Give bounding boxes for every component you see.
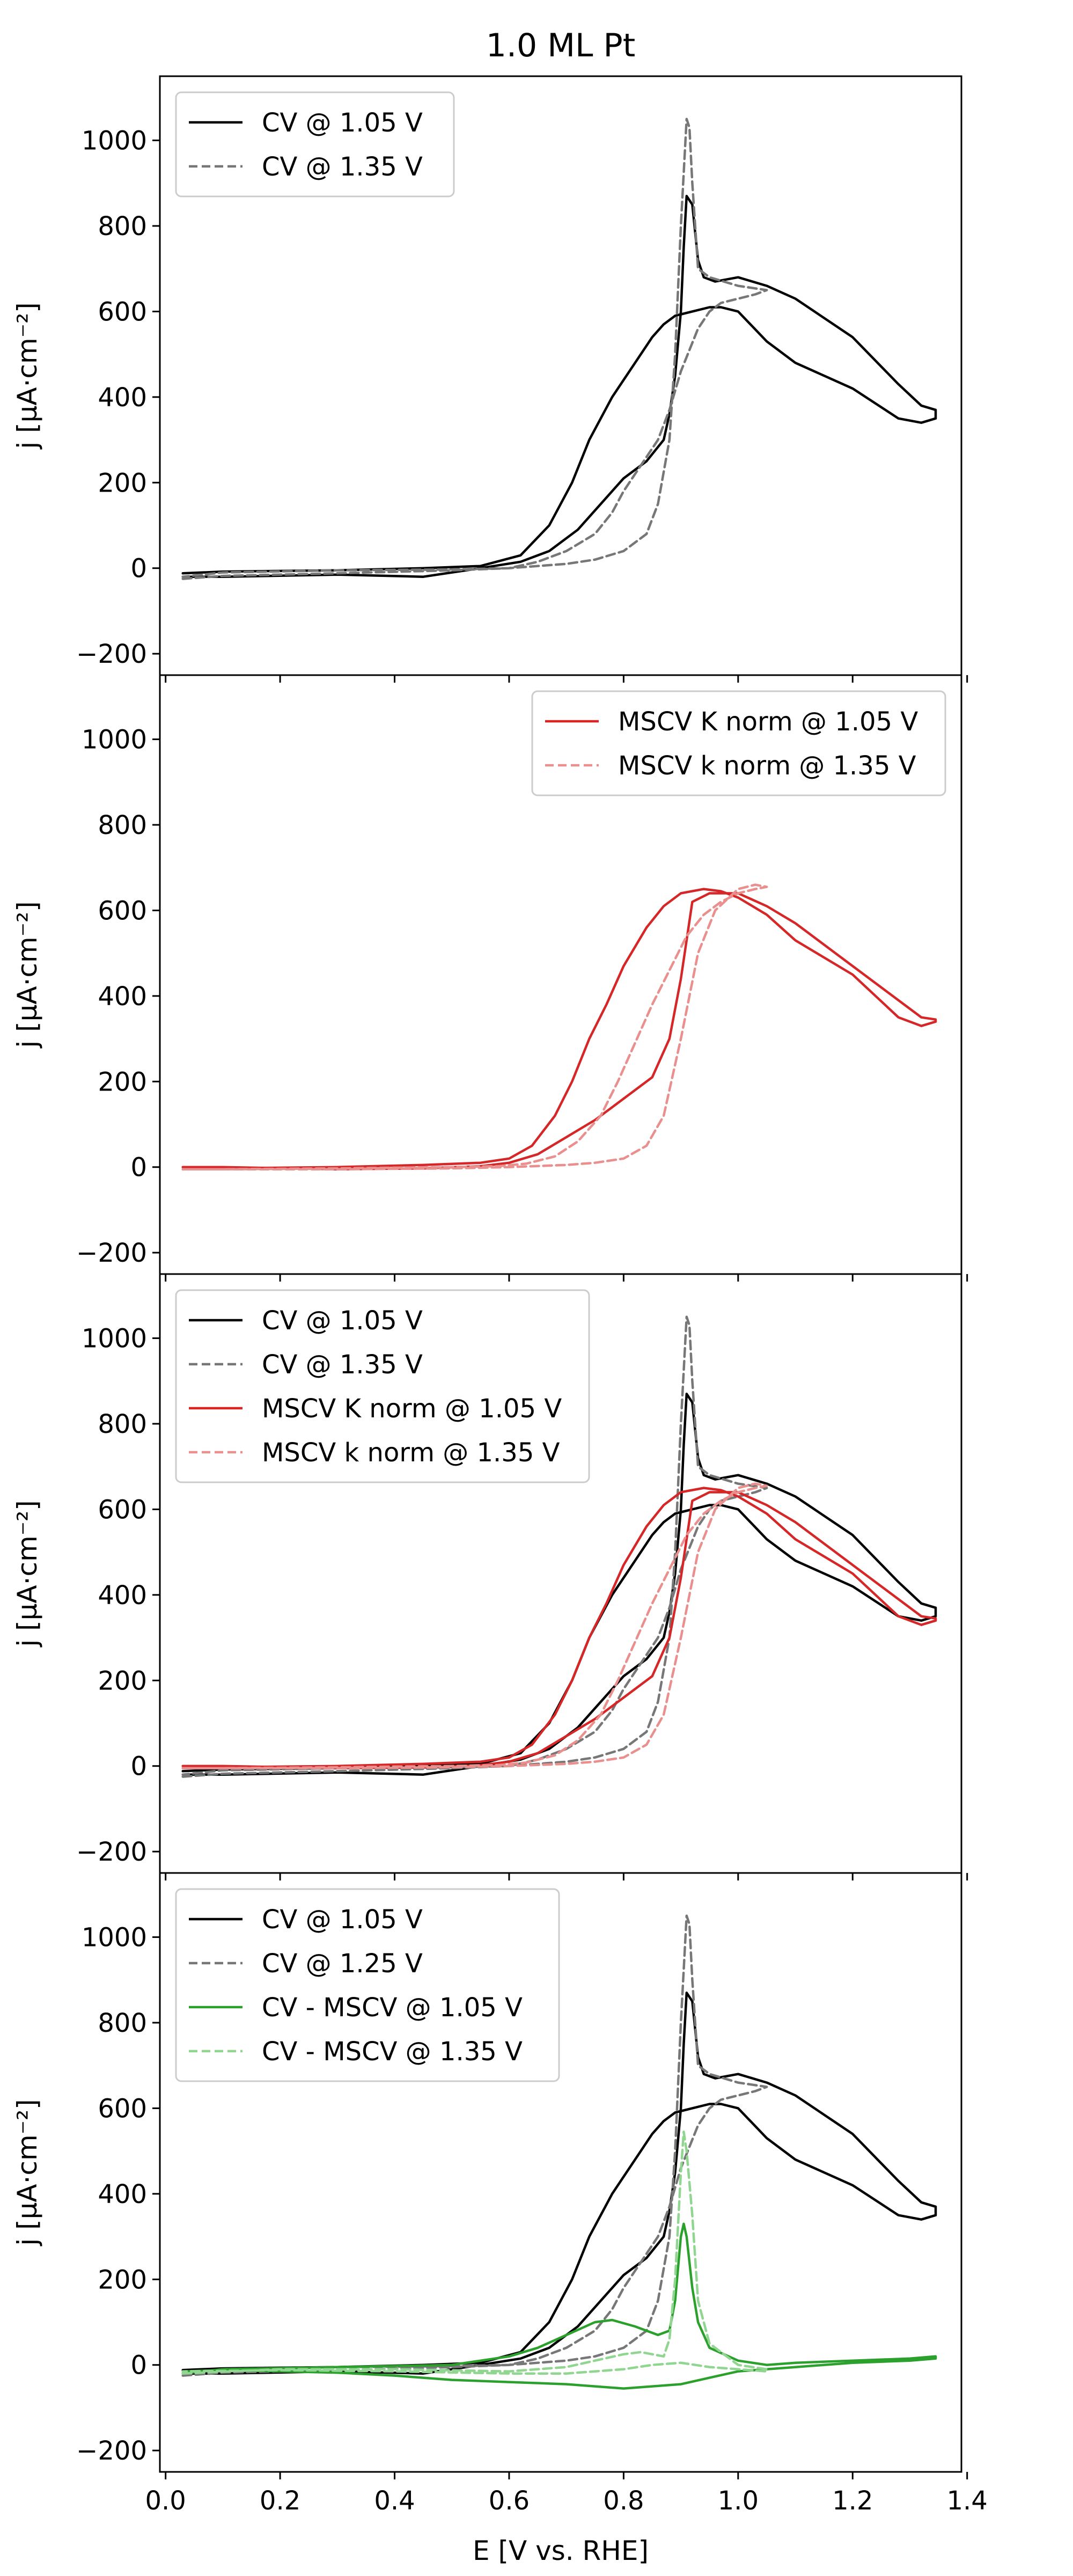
legend-label: CV @ 1.05 V	[262, 108, 423, 138]
y-tick-label: 1000	[82, 725, 147, 755]
y-tick-label: 800	[98, 810, 147, 840]
series-line-4-3	[181, 2222, 937, 2390]
y-tick-label: 400	[98, 1580, 147, 1611]
figure-title: 1.0 ML Pt	[486, 27, 635, 64]
y-tick-label: 0	[130, 1752, 147, 1782]
y-tick-label: 600	[98, 2094, 147, 2124]
legend: CV @ 1.05 V CV @ 1.25 V CV - MSCV @ 1.05 V…	[175, 1888, 560, 2082]
y-tick-label: 1000	[82, 126, 147, 156]
y-tick-label: 200	[98, 2265, 147, 2295]
y-tick-label: 0	[130, 554, 147, 584]
x-tick-label: 1.4	[946, 2486, 987, 2516]
legend: CV @ 1.05 V CV @ 1.35 V MSCV K norm @ 1.05…	[175, 1289, 590, 1483]
x-tick-label: 0.8	[603, 2486, 644, 2516]
y-tick-label: −200	[76, 2436, 147, 2466]
legend-label: MSCV K norm @ 1.05 V	[262, 1394, 562, 1424]
y-tick-label: 400	[98, 2179, 147, 2209]
y-tick-label: 400	[98, 383, 147, 413]
y-tick-label: 1000	[82, 1324, 147, 1354]
x-tick-label: 0.2	[260, 2486, 300, 2516]
x-tick-label: 0.6	[489, 2486, 530, 2516]
series-line-3-3	[181, 1487, 937, 1769]
series-line-3-2	[181, 1315, 768, 1778]
panel-frame	[159, 1872, 962, 2473]
y-tick-label: 200	[98, 1666, 147, 1696]
legend-box	[175, 91, 455, 197]
y-axis-label: j [μA·cm⁻²]	[12, 901, 43, 1048]
series-line-1-1	[181, 194, 937, 578]
panel-1: −200 0 200 400 600 800 1000 j [μA·cm⁻²] CV @ 1.0…	[12, 75, 968, 683]
y-tick-label: 800	[98, 2008, 147, 2038]
y-tick-label: 200	[98, 468, 147, 498]
legend-label: CV - MSCV @ 1.05 V	[262, 1993, 523, 2023]
y-tick-label: 0	[130, 1153, 147, 1183]
series-line-4-4	[181, 2131, 768, 2375]
series-line-4-1	[181, 1991, 937, 2375]
legend-label: CV @ 1.05 V	[262, 1306, 423, 1336]
series-line-1-2	[181, 118, 768, 580]
y-axis-label: j [μA·cm⁻²]	[12, 2099, 43, 2246]
legend-label: CV @ 1.25 V	[262, 1949, 423, 1979]
legend-box	[531, 690, 946, 796]
legend-label: MSCV k norm @ 1.35 V	[262, 1438, 560, 1468]
y-axis-label: j [μA·cm⁻²]	[12, 302, 43, 449]
legend-label: CV @ 1.05 V	[262, 1905, 423, 1935]
y-tick-label: 200	[98, 1067, 147, 1097]
x-tick-label: 0.0	[145, 2486, 186, 2516]
legend-label: MSCV k norm @ 1.35 V	[618, 751, 916, 781]
series-line-2-1	[181, 888, 937, 1170]
y-tick-label: 600	[98, 1495, 147, 1525]
panel-2: −200 0 200 400 600 800 1000 j [μA·cm⁻²] MSCV K n…	[12, 674, 968, 1282]
y-tick-label: 1000	[82, 1923, 147, 1953]
y-axis-label: j [μA·cm⁻²]	[12, 1500, 43, 1647]
y-tick-label: 800	[98, 1409, 147, 1439]
x-tick-label: 0.4	[374, 2486, 415, 2516]
y-tick-label: 0	[130, 2351, 147, 2381]
x-axis-label: E [V vs. RHE]	[473, 2535, 649, 2566]
y-tick-label: 600	[98, 896, 147, 926]
panel-3: −200 0 200 400 600 800 1000 j [μA·cm⁻²] CV @ 1.0…	[12, 1273, 968, 1880]
legend-label: CV @ 1.35 V	[262, 1350, 423, 1380]
y-tick-label: 600	[98, 297, 147, 327]
legend: MSCV K norm @ 1.05 V MSCV k norm @ 1.35 V	[531, 690, 946, 796]
series-line-2-2	[181, 883, 768, 1170]
legend: CV @ 1.05 V CV @ 1.35 V	[175, 91, 455, 197]
legend-label: MSCV K norm @ 1.05 V	[618, 707, 918, 737]
legend-box	[175, 1289, 590, 1483]
legend-label: CV - MSCV @ 1.35 V	[262, 2037, 523, 2067]
x-axis-ticks: 0.0 0.2 0.4 0.6 0.8 1.0 1.2 1.4	[145, 2486, 987, 2516]
y-tick-label: −200	[76, 1238, 147, 1268]
x-tick-label: 1.2	[832, 2486, 873, 2516]
panel-4: −200 0 200 400 600 800 1000 j [μA·cm⁻²] CV @ 1.0…	[12, 1872, 968, 2479]
legend-box	[175, 1888, 560, 2082]
x-tick-label: 1.0	[718, 2486, 759, 2516]
series-line-3-4	[181, 1482, 768, 1769]
y-tick-label: −200	[76, 639, 147, 669]
legend-label: CV @ 1.35 V	[262, 152, 423, 182]
series-line-4-2	[181, 1914, 768, 2377]
y-tick-label: 400	[98, 982, 147, 1012]
panels: −200 0 200 400 600 800 1000 j [μA·cm⁻²] CV @ 1.0…	[12, 75, 968, 2479]
y-tick-label: 800	[98, 211, 147, 241]
y-tick-label: −200	[76, 1837, 147, 1867]
